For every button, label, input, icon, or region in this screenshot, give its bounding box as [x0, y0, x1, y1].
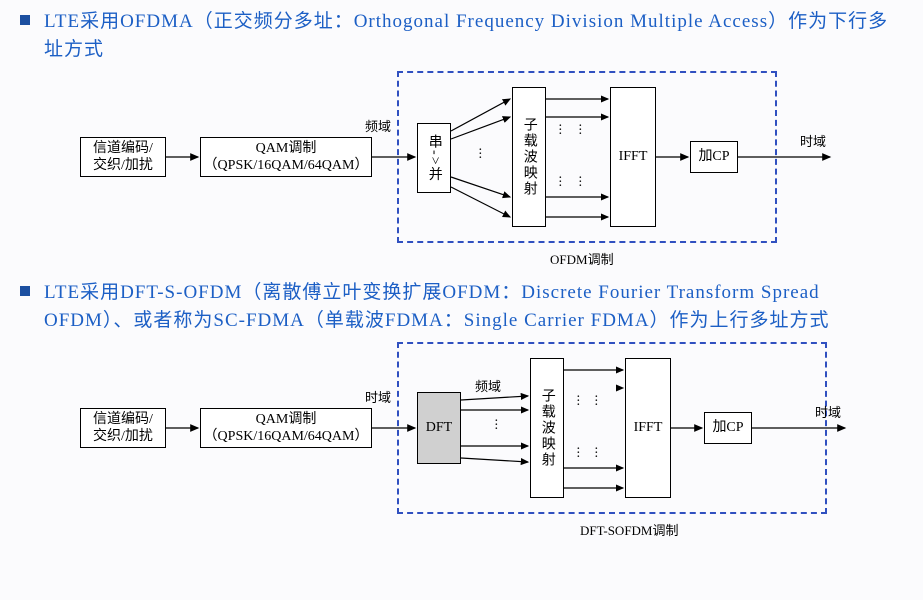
- dots-icon: ···: [576, 396, 581, 408]
- label-freq2: 频域: [475, 376, 501, 395]
- box-cp: 加CP: [690, 141, 738, 173]
- label-time1: 时域: [365, 387, 391, 406]
- box-channel-coding: 信道编码/ 交织/加扰: [80, 137, 166, 177]
- label-caption2: DFT-SOFDM调制: [580, 520, 679, 539]
- box-ifft2: IFFT: [625, 358, 671, 498]
- bullet-square-icon: [20, 286, 30, 296]
- label-freq: 频域: [365, 116, 391, 135]
- diagram-ofdm: 信道编码/ 交织/加扰 QAM调制 （QPSK/16QAM/64QAM） 串->…: [80, 69, 903, 269]
- label-time2: 时域: [815, 402, 841, 421]
- box-channel-coding2: 信道编码/ 交织/加扰: [80, 408, 166, 448]
- bullet2-text: LTE采用DFT-S-OFDM（离散傅立叶变换扩展OFDM：Discrete F…: [44, 279, 903, 334]
- box-qam: QAM调制 （QPSK/16QAM/64QAM）: [200, 137, 372, 177]
- dots-icon: ···: [578, 125, 583, 137]
- box-ifft: IFFT: [610, 87, 656, 227]
- dots-icon: ···: [576, 448, 581, 460]
- bullet-item-1: LTE采用OFDMA（正交频分多址：Orthogonal Frequency D…: [20, 8, 903, 63]
- dots-icon: ···: [578, 177, 583, 189]
- dots-icon: ···: [594, 396, 599, 408]
- label-caption: OFDM调制: [550, 249, 614, 268]
- dots-icon: ···: [494, 420, 499, 432]
- diagram-dft-sofdm: 信道编码/ 交织/加扰 QAM调制 （QPSK/16QAM/64QAM） DFT…: [80, 340, 903, 545]
- box-cp2: 加CP: [704, 412, 752, 444]
- dftsofdm-group-box: [397, 342, 827, 514]
- bullet1-text: LTE采用OFDMA（正交频分多址：Orthogonal Frequency D…: [44, 8, 903, 63]
- box-subcarrier-map: 子载波映射: [512, 87, 546, 227]
- dots-icon: ···: [478, 149, 483, 161]
- box-qam2: QAM调制 （QPSK/16QAM/64QAM）: [200, 408, 372, 448]
- dots-icon: ···: [558, 125, 563, 137]
- dots-icon: ···: [594, 448, 599, 460]
- box-serial-parallel: 串->并: [417, 123, 451, 193]
- bullet-item-2: LTE采用DFT-S-OFDM（离散傅立叶变换扩展OFDM：Discrete F…: [20, 279, 903, 334]
- dots-icon: ···: [558, 177, 563, 189]
- box-subcarrier-map2: 子载波映射: [530, 358, 564, 498]
- label-time: 时域: [800, 131, 826, 150]
- box-dft: DFT: [417, 392, 461, 464]
- bullet-square-icon: [20, 15, 30, 25]
